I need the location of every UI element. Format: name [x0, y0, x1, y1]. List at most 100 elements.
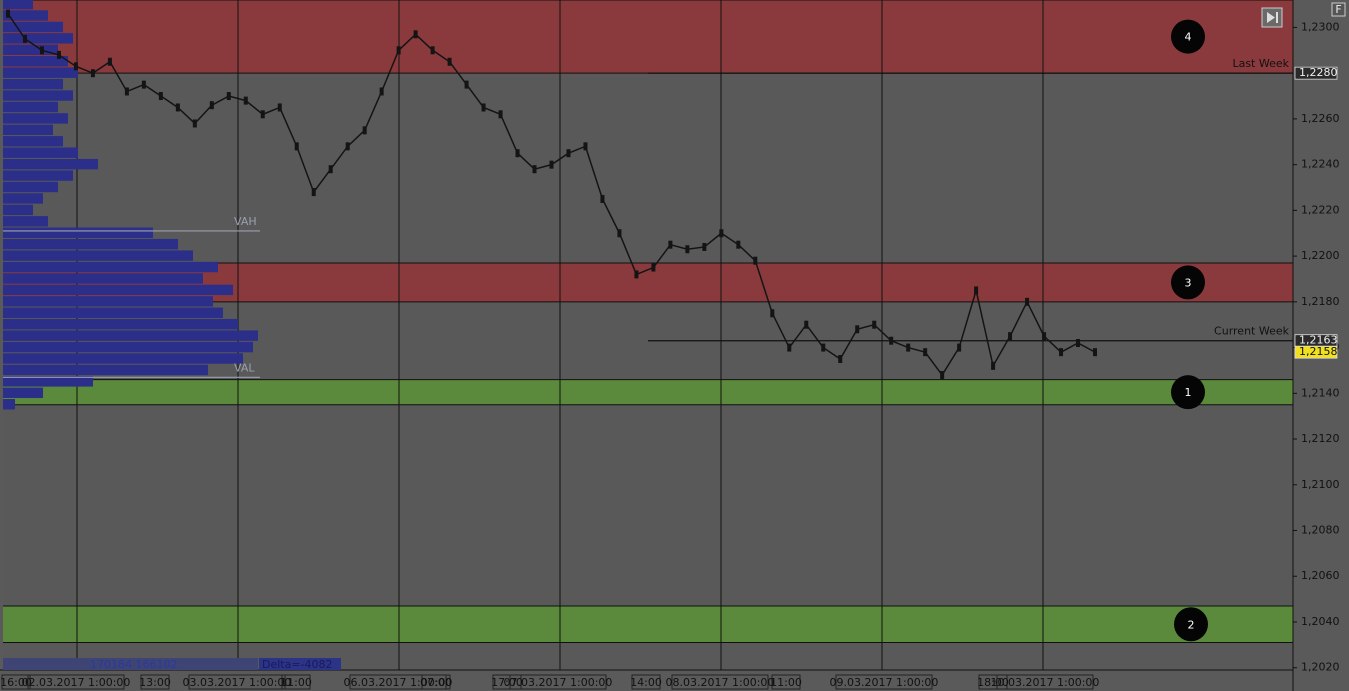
price-bar	[838, 355, 843, 364]
profile-bar	[3, 158, 98, 170]
zone-badge	[1171, 375, 1205, 410]
x-label-box	[349, 674, 447, 690]
reference-label: VAH	[234, 215, 257, 228]
price-bar	[328, 165, 333, 174]
price-bar	[872, 320, 877, 329]
price-bar	[1025, 297, 1030, 306]
x-tick-label: 07.03.2017 1:00:00	[504, 676, 613, 689]
y-tick-label: 1,2180	[1301, 295, 1340, 308]
y-tick-label: 1,2040	[1301, 615, 1340, 628]
profile-bar	[3, 364, 208, 376]
price-bar	[226, 92, 231, 101]
price-bar	[634, 270, 639, 279]
delta-box	[259, 658, 341, 670]
price-bar	[294, 142, 299, 151]
x-tick-label: 03.03.2017 1:00:00	[183, 676, 292, 689]
reference-label: Current Week	[1214, 325, 1290, 338]
price-bar	[124, 87, 129, 96]
price-bar	[991, 361, 996, 370]
price-bar	[6, 9, 10, 18]
y-tick-label: 1,2100	[1301, 478, 1340, 491]
reference-label: VAL	[234, 361, 255, 374]
price-bar	[651, 263, 656, 272]
price-bar	[515, 149, 520, 158]
f-button[interactable]	[1331, 2, 1346, 17]
profile-bar	[3, 170, 73, 181]
x-tick-label: 13:00	[139, 676, 171, 689]
profile-bar	[3, 399, 15, 410]
time-axis	[0, 670, 1293, 691]
price-bar	[39, 46, 44, 55]
price-bar	[362, 126, 367, 135]
profile-bar	[3, 113, 68, 124]
price-bar	[430, 46, 435, 55]
price-bar	[1059, 348, 1064, 357]
zone-badge	[1171, 19, 1205, 54]
x-label-box	[140, 674, 170, 690]
x-tick-label: 11:00	[280, 676, 312, 689]
price-bar	[600, 194, 605, 203]
x-label-box	[509, 674, 607, 690]
x-label-box	[1, 674, 31, 690]
price-marker-label: 1,2163	[1299, 334, 1338, 347]
price-bar	[243, 96, 248, 105]
profile-bar	[3, 318, 238, 330]
zone	[3, 379, 1293, 405]
profile-bar	[3, 10, 48, 21]
price-bar	[311, 188, 316, 197]
y-tick-label: 1,2120	[1301, 432, 1340, 445]
x-tick-label: 10.03.2017 1:00:00	[991, 676, 1100, 689]
price-bar	[770, 309, 775, 318]
profile-bar	[3, 284, 233, 296]
price-marker-label: 1,2158	[1299, 345, 1338, 358]
price-bar	[855, 325, 860, 334]
y-tick-label: 1,2060	[1301, 569, 1340, 582]
price-bar	[379, 87, 384, 96]
price-marker-label: 1,2280	[1299, 66, 1338, 79]
profile-bar	[3, 376, 93, 387]
price-bar	[175, 103, 180, 112]
profile-bar	[3, 307, 223, 318]
x-tick-label: 18:00	[977, 676, 1009, 689]
volume-box	[3, 658, 258, 670]
profile-bar	[3, 44, 58, 56]
y-tick-label: 1,2140	[1301, 386, 1340, 399]
zone-label: 3	[1185, 276, 1192, 289]
zone-label: 2	[1188, 618, 1195, 631]
x-label-box	[835, 674, 933, 690]
price-marker	[1294, 66, 1338, 80]
price-bar	[532, 165, 537, 174]
profile-bar	[3, 296, 213, 307]
zone	[3, 0, 1293, 74]
x-label-box	[771, 674, 801, 690]
price-bar	[481, 103, 486, 112]
price-bar	[804, 320, 809, 329]
price-bar	[787, 343, 792, 352]
price-bar	[141, 80, 146, 89]
x-label-box	[188, 674, 286, 690]
price-bar	[192, 119, 197, 128]
profile-bar	[3, 353, 243, 364]
profile-bar	[3, 273, 203, 284]
profile-bar	[3, 0, 33, 10]
f-button-label: F	[1335, 3, 1341, 16]
delta-text: Delta=-4082	[262, 658, 333, 671]
price-bar	[821, 343, 826, 352]
price-bar	[736, 240, 741, 249]
x-tick-label: 17:00	[491, 676, 523, 689]
price-bar	[90, 69, 95, 78]
x-tick-label: 14:00	[630, 676, 662, 689]
price-bar	[617, 229, 622, 238]
zone-label: 4	[1185, 31, 1192, 44]
profile-bar	[3, 387, 43, 399]
y-tick-label: 1,2080	[1301, 524, 1340, 537]
price-bar	[22, 34, 27, 43]
price-bar	[345, 142, 350, 151]
profile-bar	[3, 21, 63, 33]
price-bar	[668, 240, 673, 249]
x-tick-label: 02.03.2017 1:00:00	[22, 676, 131, 689]
profile-bar	[3, 33, 73, 44]
x-label-box	[27, 674, 125, 690]
price-bar	[413, 30, 418, 39]
